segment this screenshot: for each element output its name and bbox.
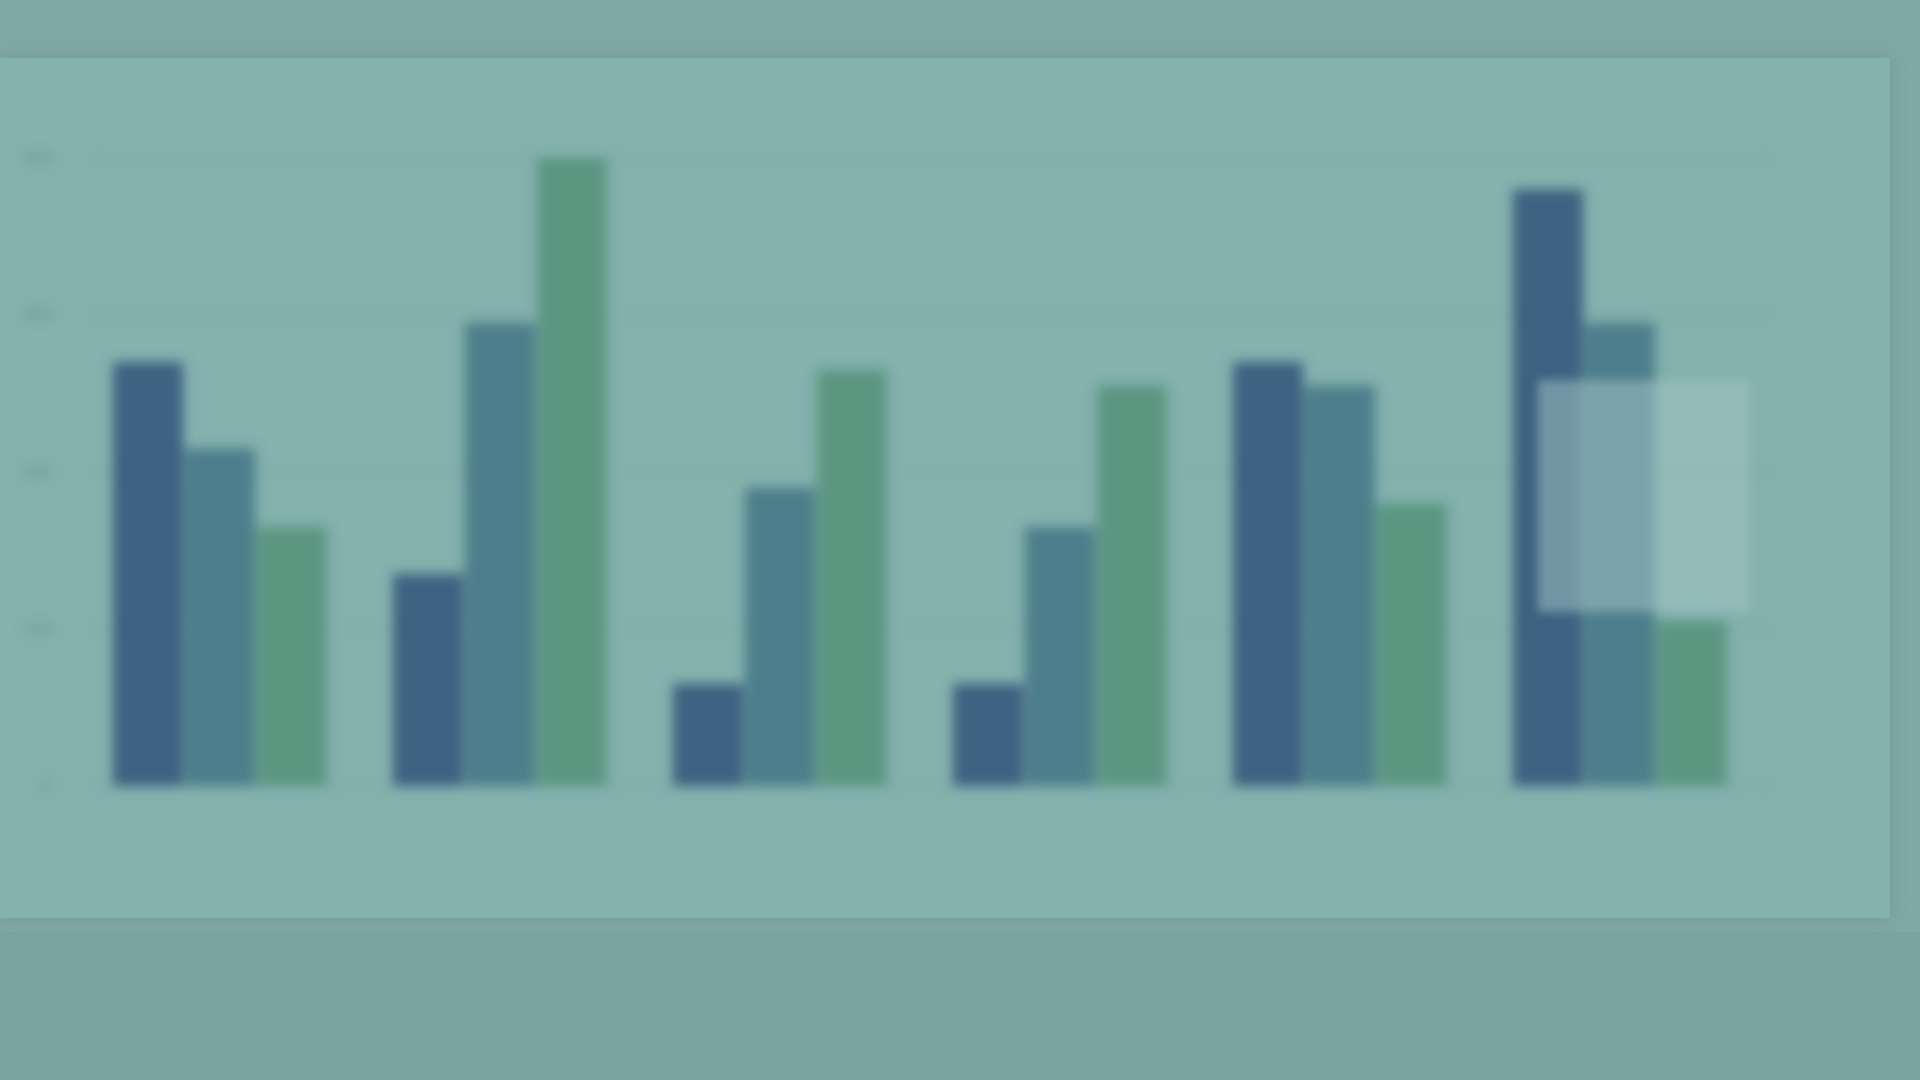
bar — [393, 574, 463, 786]
y-tick-label: 100 — [22, 619, 52, 639]
bar — [953, 683, 1023, 786]
bar — [257, 526, 327, 786]
bar — [113, 362, 183, 786]
bar-chart: 0 100 200 300 400 — [22, 148, 1770, 796]
bar — [185, 448, 255, 786]
y-tick-label: 0 — [42, 776, 52, 796]
bar — [1097, 385, 1167, 786]
bottom-strip — [0, 932, 1920, 1080]
bar — [817, 369, 887, 786]
bars — [113, 158, 1727, 786]
bar — [1025, 526, 1095, 786]
y-tick-label: 300 — [22, 305, 52, 325]
bar — [537, 158, 607, 786]
bar — [1305, 385, 1375, 786]
bar — [745, 487, 815, 786]
bar — [673, 683, 743, 786]
bar — [465, 322, 535, 786]
grid-layer — [90, 157, 1770, 787]
y-tick-label: 200 — [22, 462, 52, 482]
y-tick-label: 400 — [22, 148, 52, 168]
bar — [1377, 503, 1447, 786]
bar — [1657, 621, 1727, 786]
bar — [1233, 362, 1303, 786]
y-axis-ticks: 0 100 200 300 400 — [22, 148, 52, 796]
chart-tooltip — [1538, 380, 1750, 612]
